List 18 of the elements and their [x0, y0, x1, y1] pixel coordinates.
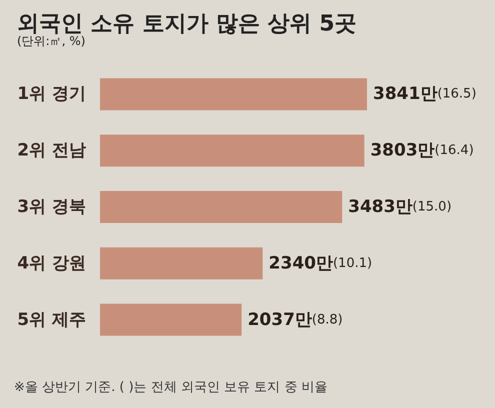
data-label: 3803만(16.4) [370, 140, 474, 161]
data-label: 2340만(10.1) [268, 253, 372, 274]
y-tick-label: 1위 경기 [17, 84, 86, 104]
data-label: 3483만(15.0) [348, 197, 452, 217]
bar [100, 78, 367, 110]
y-tick-label: 5위 제주 [17, 310, 86, 330]
bar [100, 304, 242, 336]
data-label: 2037만(8.8) [248, 310, 343, 330]
chart-subtitle: (단위:㎡, %) [17, 34, 86, 48]
text: ※올 상반기 기준. ( )는 전체 외국인 보유 토지 중 비율 [14, 380, 328, 395]
chart-title: 외국인 소유 토지가 많은 상위 5곳 [17, 12, 357, 36]
bar [100, 191, 342, 223]
bar [100, 134, 364, 167]
bar [100, 247, 263, 280]
y-tick-label: 3위 경북 [17, 197, 86, 217]
data-label: 3841만(16.5) [373, 84, 476, 104]
y-tick-label: 2위 전남 [17, 140, 86, 161]
y-tick-label: 4위 강원 [17, 253, 86, 274]
